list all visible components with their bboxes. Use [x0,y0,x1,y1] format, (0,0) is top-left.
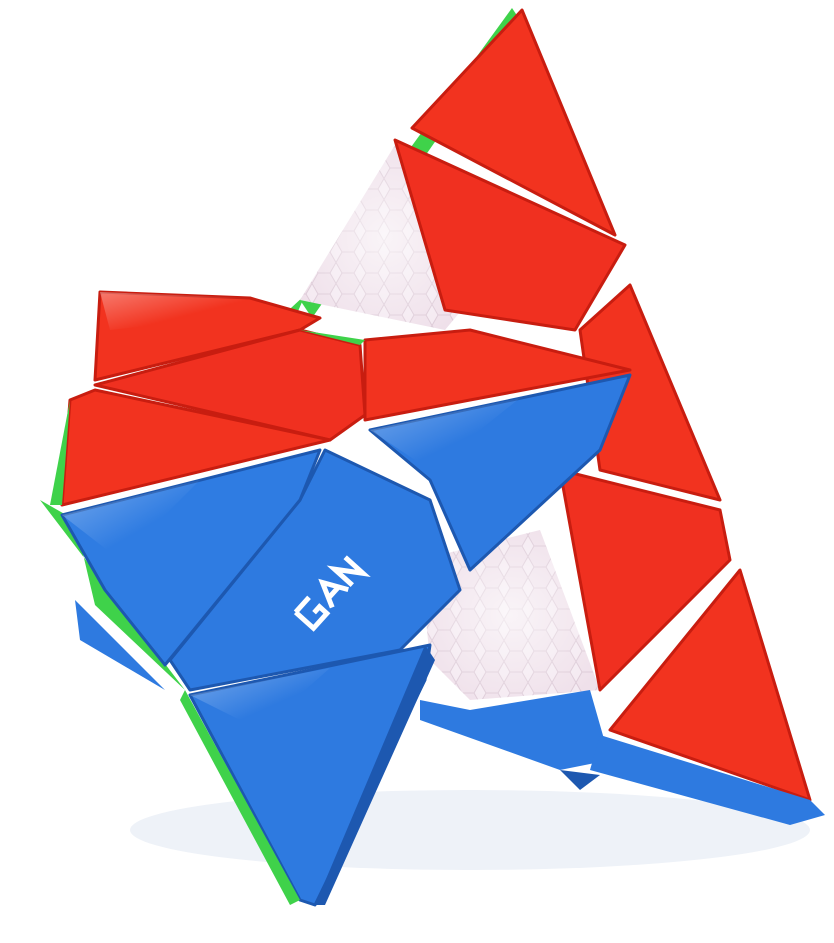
red-tip-top [410,8,617,237]
red-top-right [363,328,632,422]
red-corner-bottom [608,568,812,802]
red-center-mid [558,468,732,692]
red-edge-upper [393,138,627,332]
red-top-layer [50,290,632,507]
gan-logo-icon [293,555,371,632]
red-face [393,8,812,802]
puzzle-core [300,145,600,700]
gloss-highlights [62,292,520,730]
